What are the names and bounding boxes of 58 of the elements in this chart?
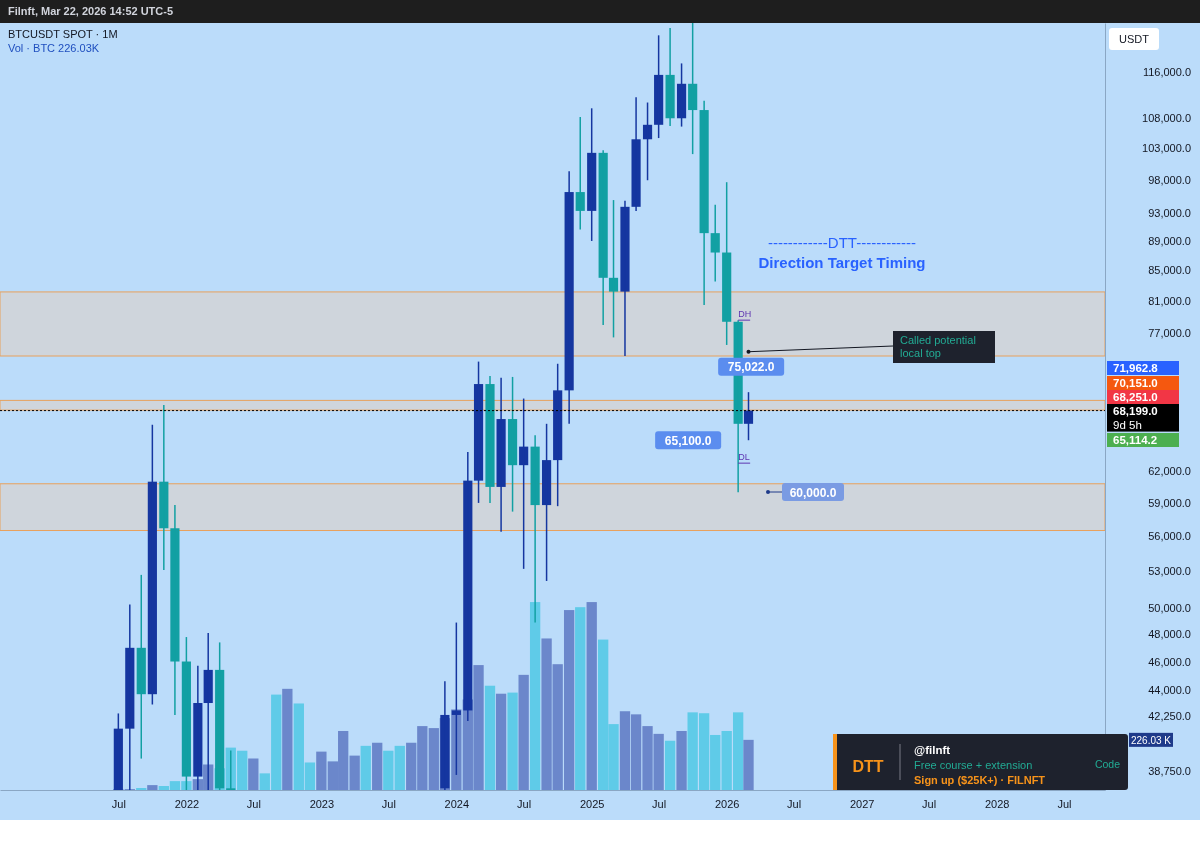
x-tick-label: 2024 (444, 797, 470, 810)
x-tick-label: Jul (922, 797, 937, 810)
y-tick-label: 59,000.0 (1148, 496, 1191, 509)
y-tick-label: 44,000.0 (1148, 683, 1191, 696)
annotation: DTT (852, 758, 884, 775)
y-tick-label: 56,000.0 (1148, 530, 1191, 543)
y-tick-label: 89,000.0 (1148, 234, 1191, 247)
y-tick-label: 116,000.0 (1142, 66, 1191, 79)
price-tag: 70,151.0 (1107, 376, 1179, 390)
annotation: Sign up ($25K+) · FILNFT (914, 774, 1046, 786)
y-tick-label: 98,000.0 (1148, 173, 1191, 186)
x-tick-label: Jul (652, 797, 667, 810)
y-tick-label: 62,000.0 (1148, 465, 1191, 478)
x-tick-label: Jul (381, 797, 396, 810)
ref-line-label: 68,199.0 9d 5h (1113, 404, 1158, 431)
price-tag: 68,251.0 (1107, 390, 1179, 404)
y-tick-label: 108,000.0 (1142, 111, 1191, 124)
annotation: @filnft (914, 744, 951, 756)
x-tick-label: Jul (1057, 797, 1072, 810)
y-tick-label: 46,000.0 (1148, 655, 1191, 668)
y-tick-label: 85,000.0 (1148, 264, 1191, 277)
price-tag: 71,962.8 (1107, 361, 1179, 375)
y-tick-label: 38,750.0 (1148, 764, 1191, 777)
level-tag: 65,100.0 (655, 431, 722, 450)
y-tick-label: 50,000.0 (1148, 602, 1191, 615)
y-tick-label: 77,000.0 (1148, 327, 1191, 340)
text: BTCUSDT SPOT · 1M (8, 28, 118, 40)
x-tick-label: 2027 (849, 797, 875, 810)
x-tick-label: Jul (517, 797, 532, 810)
text: Filnft, Mar 22, 2026 14:52 UTC-5 (8, 5, 174, 17)
price-tag: 65,114.2 (1107, 433, 1179, 447)
text: Vol · BTC 226.03K (8, 42, 100, 54)
x-tick-label: Jul (111, 797, 126, 810)
price-tag: 68,199.0 9d 5h (1107, 403, 1179, 432)
x-tick-label: 2028 (984, 797, 1010, 810)
x-tick-label: 2026 (714, 797, 740, 810)
x-tick-label: 2023 (309, 797, 335, 810)
annotation: Direction Target Timing (758, 254, 926, 271)
annotation: Code (1094, 758, 1121, 770)
annotation: 75,022.0 (727, 360, 775, 375)
x-tick-label: 2022 (174, 797, 200, 810)
annotation: Free course + extension (914, 759, 1033, 771)
y-tick-label: 42,250.0 (1148, 709, 1191, 722)
y-tick-label: 53,000.0 (1148, 565, 1191, 578)
callout-box: Called potential local top (746, 331, 995, 363)
currency-label: USDT (1109, 28, 1159, 50)
annotation: 60,000.0 (789, 485, 837, 500)
y-tick-label: 81,000.0 (1148, 295, 1191, 308)
annotation: ------------DTT------------ (767, 234, 917, 251)
y-tick-label: 93,000.0 (1148, 206, 1191, 219)
y-tick-label: 48,000.0 (1148, 628, 1191, 641)
x-tick-label: Jul (787, 797, 802, 810)
annotation: Called potential local top (900, 334, 976, 359)
y-axis-title: USDT (1119, 33, 1150, 45)
y-tick-label: 103,000.0 (1142, 141, 1191, 154)
x-tick-label: Jul (246, 797, 261, 810)
annotation: 65,100.0 (664, 433, 712, 448)
x-tick-label: 2025 (579, 797, 605, 810)
